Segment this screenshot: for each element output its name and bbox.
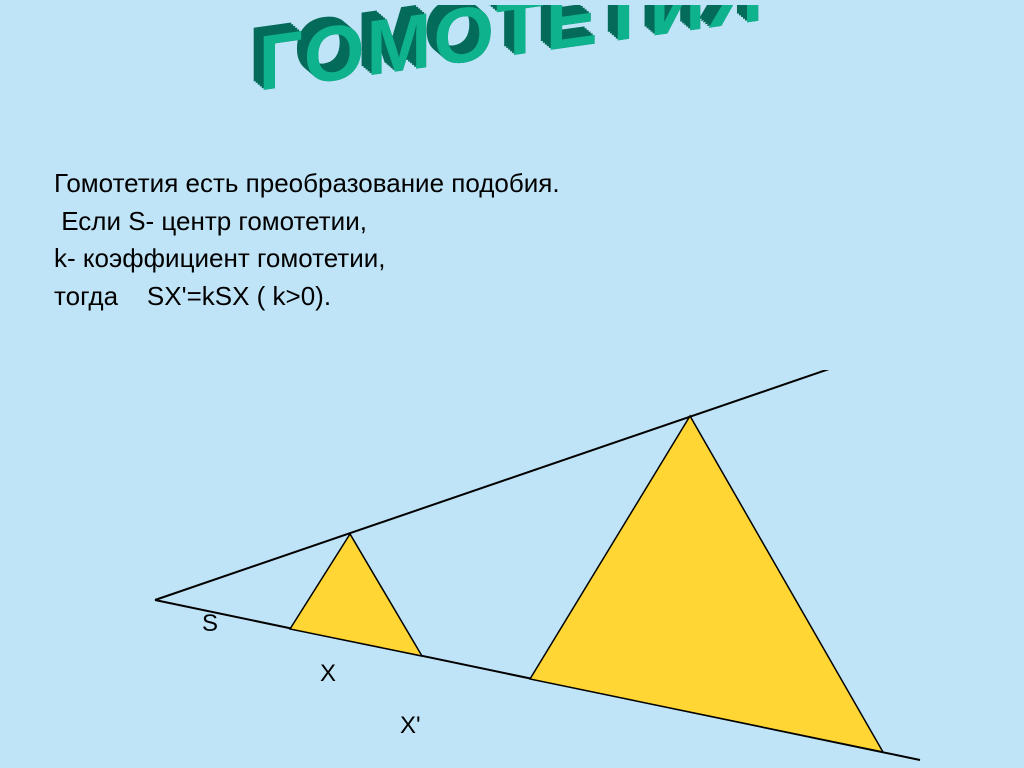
label-x-prime: X' bbox=[400, 712, 421, 740]
title-wordart: ГОМОТЕТИЯ ГОМОТЕТИЯ ГОМОТЕТИЯ ГОМОТЕТИЯ … bbox=[192, 5, 832, 145]
body-line-1: Гомотетия есть преобразование подобия. bbox=[54, 165, 560, 203]
triangle-large bbox=[530, 416, 883, 752]
label-x: X bbox=[320, 660, 336, 688]
homothety-diagram bbox=[0, 370, 1024, 768]
body-line-3: k- коэффициент гомотетии, bbox=[54, 240, 560, 278]
title-face: ГОМОТЕТИЯ bbox=[259, 5, 766, 108]
body-line-4: тогда SX'=kSX ( k>0). bbox=[54, 278, 560, 316]
triangle-small bbox=[290, 534, 422, 656]
label-s: S bbox=[202, 610, 218, 638]
slide: ГОМОТЕТИЯ ГОМОТЕТИЯ ГОМОТЕТИЯ ГОМОТЕТИЯ … bbox=[0, 0, 1024, 768]
body-text: Гомотетия есть преобразование подобия. Е… bbox=[54, 165, 560, 316]
body-line-2: Если S- центр гомотетии, bbox=[54, 203, 560, 241]
